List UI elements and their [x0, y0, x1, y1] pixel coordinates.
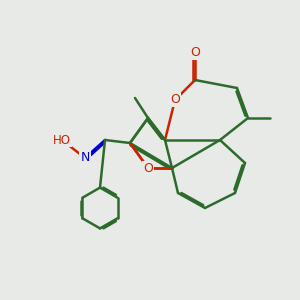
Text: O: O	[143, 161, 153, 175]
Text: HO: HO	[53, 134, 71, 146]
Text: O: O	[170, 94, 180, 106]
Text: N: N	[80, 152, 90, 164]
Text: O: O	[190, 46, 200, 59]
